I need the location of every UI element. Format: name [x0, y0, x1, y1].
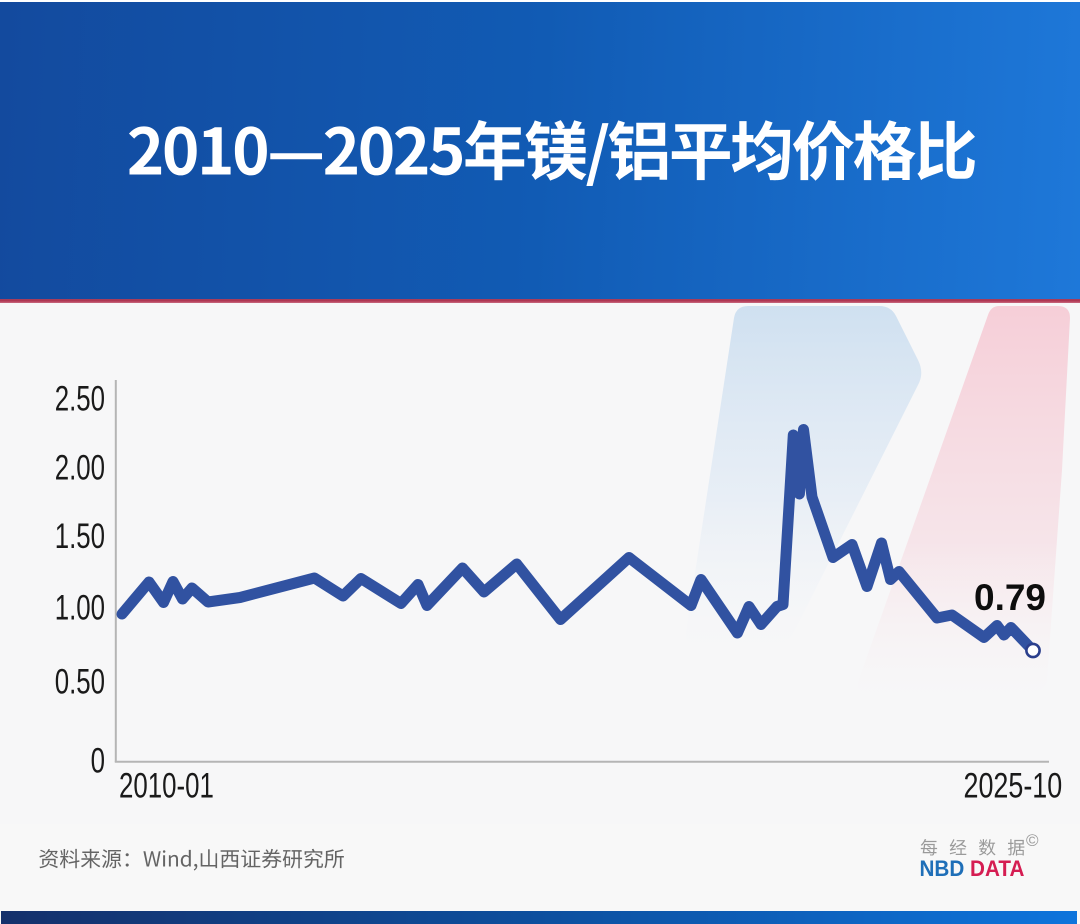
svg-text:1.00: 1.00 [55, 588, 105, 628]
svg-text:0.79: 0.79 [974, 577, 1046, 618]
svg-text:©: © [1026, 831, 1039, 850]
svg-text:NBD DATA: NBD DATA [920, 857, 1025, 882]
svg-text:2010-01: 2010-01 [119, 766, 214, 806]
svg-text:0.50: 0.50 [55, 662, 105, 702]
svg-text:2025-10: 2025-10 [964, 766, 1063, 805]
svg-text:2.00: 2.00 [55, 448, 105, 488]
svg-text:0: 0 [91, 741, 105, 781]
svg-text:1.50: 1.50 [55, 516, 105, 556]
svg-text:2.50: 2.50 [55, 379, 105, 419]
